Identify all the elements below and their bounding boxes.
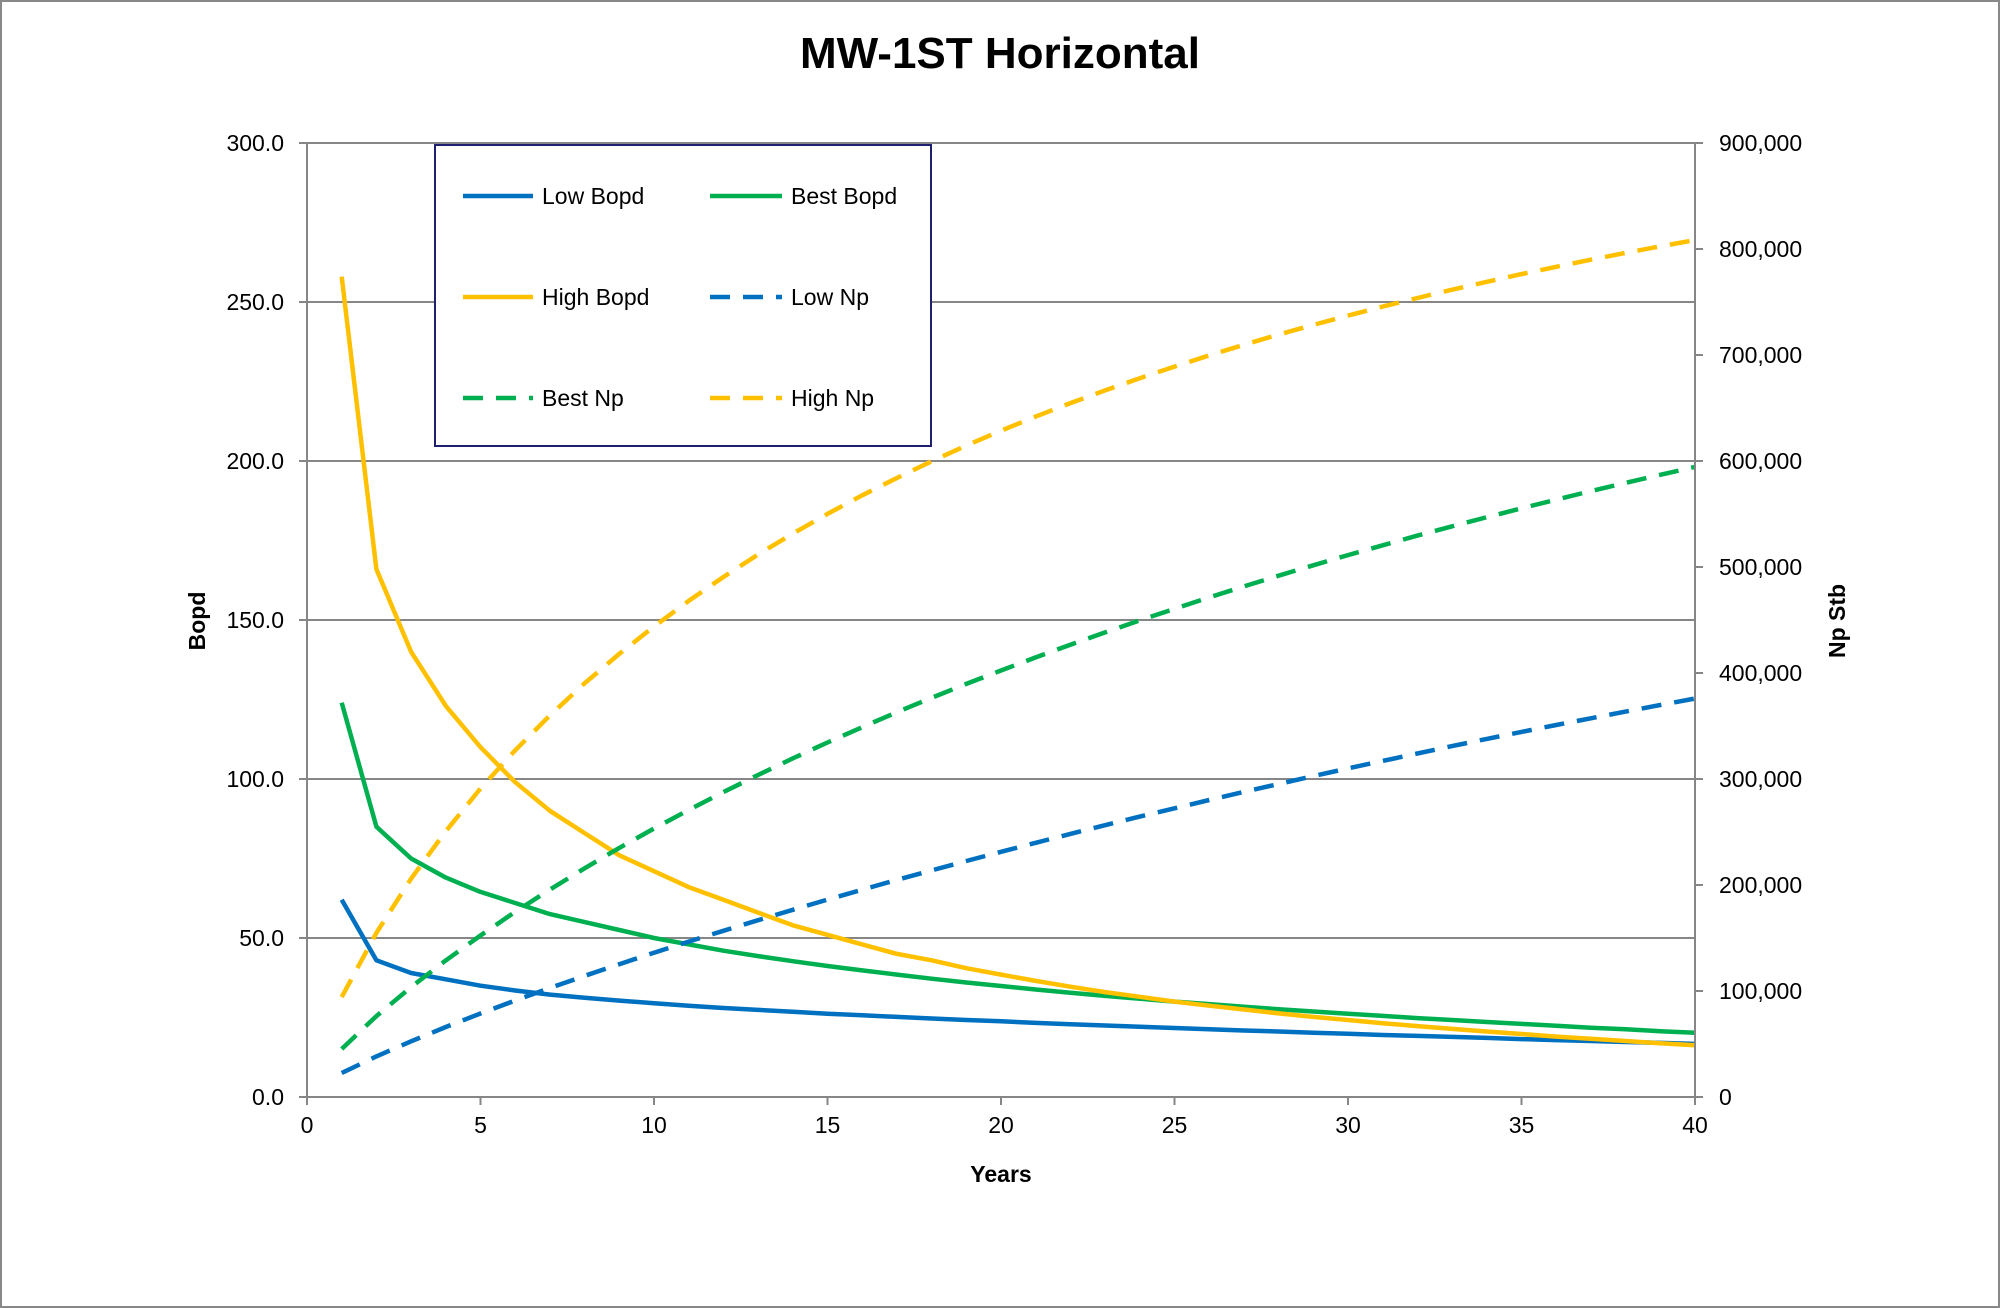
series-line-best-bopd — [339, 702, 1696, 1036]
x-tick-label: 20 — [988, 1112, 1014, 1138]
chart-title: MW-1ST Horizontal — [800, 29, 1200, 78]
x-tick-label: 30 — [1335, 1112, 1361, 1138]
axes — [299, 142, 1703, 1105]
y2-tick-label: 800,000 — [1719, 236, 1802, 262]
x-tick-label: 5 — [474, 1112, 487, 1138]
series-line-low-np — [340, 696, 1696, 1076]
legend-label: Best Np — [542, 385, 624, 411]
series-group — [339, 237, 1696, 1076]
y-axis-label: Bopd — [184, 592, 210, 651]
series-line-low-bopd — [339, 898, 1696, 1047]
y-tick-label: 300.0 — [226, 130, 284, 156]
x-tick-label: 15 — [815, 1112, 841, 1138]
y2-tick-label: 300,000 — [1719, 766, 1802, 792]
y2-tick-label: 900,000 — [1719, 130, 1802, 156]
series-line-best-np — [340, 464, 1696, 1051]
y2-tick-label: 0 — [1719, 1084, 1732, 1110]
legend-label: Low Bopd — [542, 183, 644, 209]
y-tick-label: 100.0 — [226, 766, 284, 792]
x-tick-label: 35 — [1509, 1112, 1535, 1138]
legend-label: Low Np — [791, 284, 869, 310]
x-tick-label: 0 — [301, 1112, 314, 1138]
x-axis-label: Years — [970, 1161, 1031, 1187]
legend-label: High Np — [791, 385, 874, 411]
y-tick-label: 50.0 — [239, 925, 284, 951]
y-tick-label: 250.0 — [226, 289, 284, 315]
y2-tick-label: 200,000 — [1719, 872, 1802, 898]
y2-axis-label: Np Stb — [1824, 584, 1850, 658]
legend: Low Bopd Best Bopd High Bopd Low Np Best Np H… — [434, 144, 932, 447]
y2-tick-label: 700,000 — [1719, 342, 1802, 368]
x-tick-label: 10 — [641, 1112, 667, 1138]
legend-item: Best Bopd — [710, 183, 897, 209]
y-tick-label: 200.0 — [226, 448, 284, 474]
y2-tick-label: 600,000 — [1719, 448, 1802, 474]
series-line-high-bopd — [339, 276, 1696, 1048]
x-tick-label: 40 — [1682, 1112, 1708, 1138]
legend-item: Low Np — [710, 284, 869, 310]
x-tick-label: 25 — [1162, 1112, 1188, 1138]
legend-label: High Bopd — [542, 284, 649, 310]
tick-labels: 0.0 50.0 100.0 150.0 200.0 250.0 300.0 0 100,000… — [226, 130, 1802, 1138]
y-tick-label: 0.0 — [252, 1084, 284, 1110]
series-line-high-np — [339, 237, 1696, 999]
y2-tick-label: 500,000 — [1719, 554, 1802, 580]
legend-item: Low Bopd — [463, 183, 644, 209]
legend-item: Best Np — [463, 385, 624, 411]
y2-tick-label: 400,000 — [1719, 660, 1802, 686]
legend-item: High Bopd — [463, 284, 649, 310]
y2-tick-label: 100,000 — [1719, 978, 1802, 1004]
legend-item: High Np — [710, 385, 874, 411]
y-tick-label: 150.0 — [226, 607, 284, 633]
legend-label: Best Bopd — [791, 183, 897, 209]
